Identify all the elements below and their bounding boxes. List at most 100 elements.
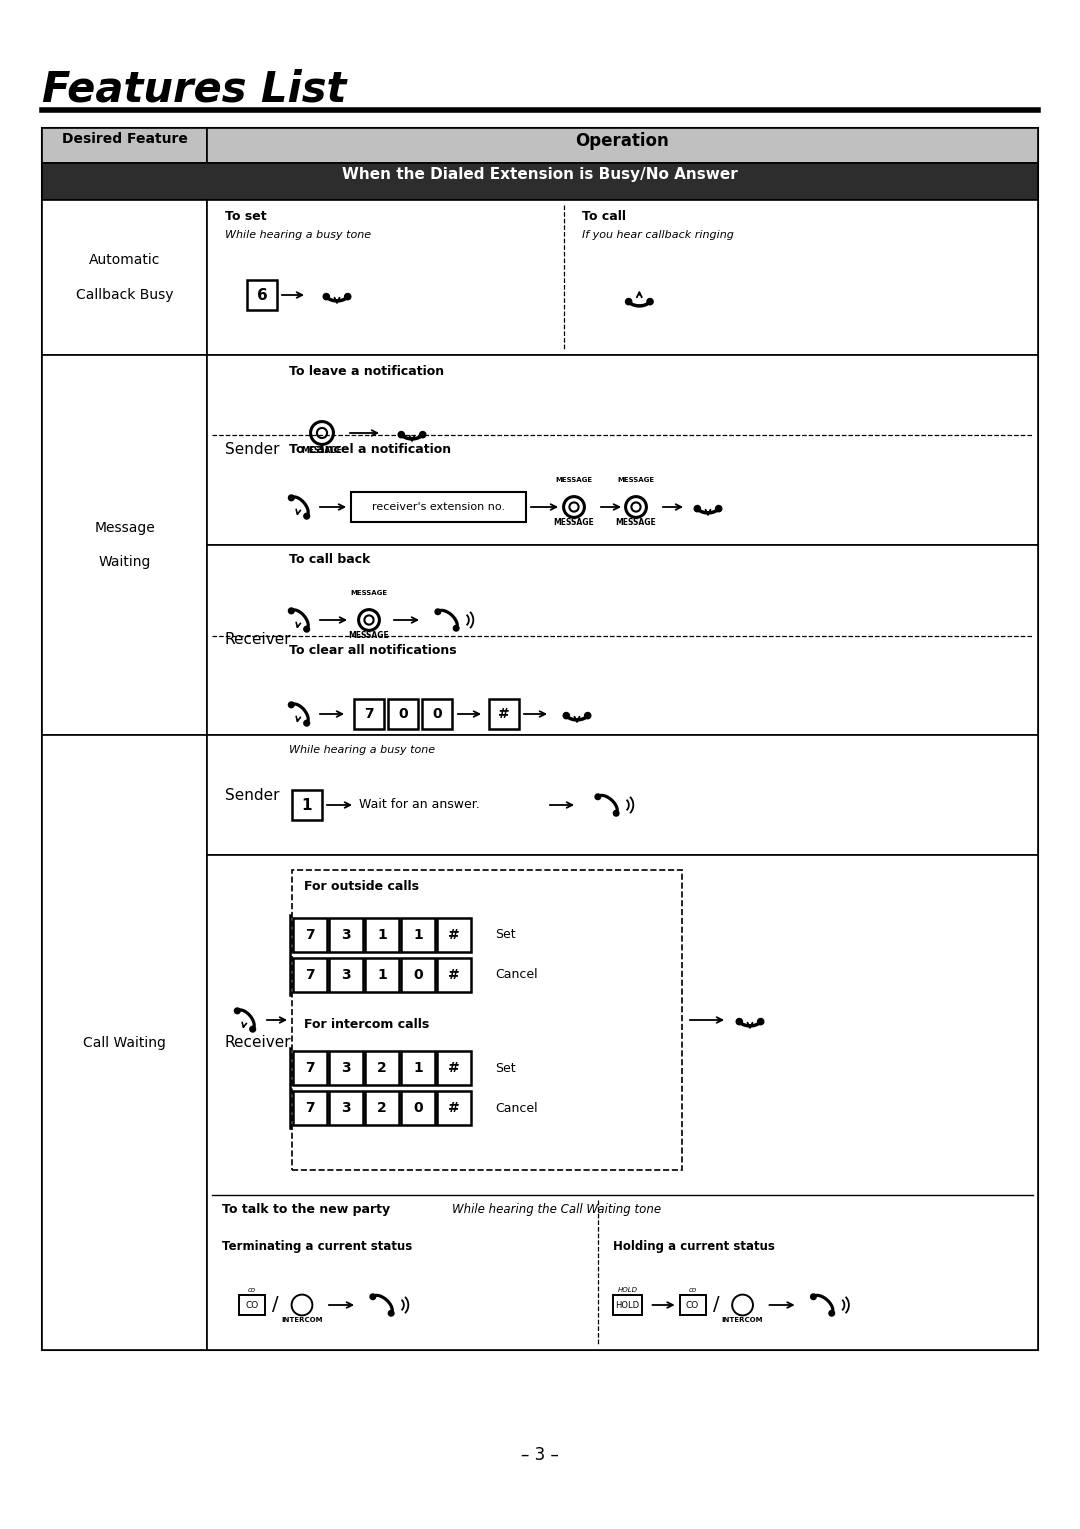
Bar <box>207 200 1038 355</box>
Text: 0: 0 <box>414 968 422 982</box>
Bar <box>239 1295 265 1315</box>
Circle shape <box>345 294 351 300</box>
Text: To call: To call <box>582 209 626 223</box>
Text: If you hear callback ringing: If you hear callback ringing <box>582 229 734 240</box>
Circle shape <box>595 794 600 800</box>
Text: 3: 3 <box>341 968 351 982</box>
Bar <box>293 959 327 992</box>
Text: MESSAGE: MESSAGE <box>555 477 593 483</box>
Text: While hearing the Call Waiting tone: While hearing the Call Waiting tone <box>453 1203 661 1216</box>
Text: co: co <box>248 1287 256 1294</box>
Text: CO: CO <box>245 1301 258 1309</box>
Text: Message: Message <box>94 521 154 535</box>
Text: Features List: Features List <box>42 67 347 110</box>
Circle shape <box>370 1294 376 1300</box>
Text: 3: 3 <box>341 928 351 942</box>
Circle shape <box>757 1018 764 1024</box>
Bar <box>351 492 526 521</box>
Bar <box>329 1050 363 1086</box>
Circle shape <box>234 1008 240 1014</box>
Bar <box>354 699 384 729</box>
Circle shape <box>303 514 310 518</box>
Text: 7: 7 <box>364 706 374 722</box>
Text: To leave a notification: To leave a notification <box>289 365 444 378</box>
Text: 7: 7 <box>306 1101 314 1115</box>
Text: co: co <box>689 1287 697 1294</box>
Text: #: # <box>448 1101 460 1115</box>
Text: 3: 3 <box>341 1061 351 1075</box>
Circle shape <box>625 298 632 304</box>
Bar <box>207 355 1038 544</box>
Text: 7: 7 <box>306 928 314 942</box>
Text: While hearing a busy tone: While hearing a busy tone <box>289 745 435 755</box>
Bar <box>401 1050 435 1086</box>
Text: For intercom calls: For intercom calls <box>303 1018 429 1031</box>
Circle shape <box>292 1295 312 1315</box>
Circle shape <box>419 431 426 437</box>
Text: To clear all notifications: To clear all notifications <box>289 644 457 657</box>
Bar <box>329 1092 363 1125</box>
Bar <box>293 1092 327 1125</box>
Text: Receiver: Receiver <box>225 633 292 647</box>
Bar <box>207 735 1038 855</box>
Text: To call back: To call back <box>289 553 370 566</box>
Text: Waiting: Waiting <box>98 555 151 569</box>
Text: For outside calls: For outside calls <box>303 881 419 893</box>
Bar <box>293 917 327 953</box>
Bar <box>291 1047 474 1128</box>
Text: Receiver: Receiver <box>225 1035 292 1050</box>
Text: Call Waiting: Call Waiting <box>83 1035 166 1049</box>
Text: #: # <box>448 968 460 982</box>
Text: 3: 3 <box>341 1101 351 1115</box>
Text: 7: 7 <box>306 968 314 982</box>
Text: While hearing a busy tone: While hearing a busy tone <box>225 229 372 240</box>
Circle shape <box>454 625 459 631</box>
Text: 1: 1 <box>377 928 387 942</box>
Text: INTERCOM: INTERCOM <box>281 1316 323 1323</box>
Circle shape <box>584 713 591 719</box>
Text: Cancel: Cancel <box>495 968 538 982</box>
Bar <box>365 1050 399 1086</box>
Text: Set: Set <box>495 928 515 942</box>
Bar <box>401 959 435 992</box>
Text: /: / <box>272 1295 279 1315</box>
Text: Holding a current status: Holding a current status <box>612 1240 774 1252</box>
Text: Sender: Sender <box>225 787 280 803</box>
Bar <box>401 917 435 953</box>
Bar <box>437 1092 471 1125</box>
Text: – 3 –: – 3 – <box>521 1446 559 1463</box>
Text: 0: 0 <box>399 706 408 722</box>
Bar <box>293 1050 327 1086</box>
Text: 1: 1 <box>377 968 387 982</box>
Text: To talk to the new party: To talk to the new party <box>222 1203 390 1216</box>
Text: Terminating a current status: Terminating a current status <box>222 1240 413 1252</box>
Text: 0: 0 <box>414 1101 422 1115</box>
Circle shape <box>303 627 310 631</box>
Bar <box>207 855 1038 1350</box>
Text: 6: 6 <box>257 287 268 303</box>
Text: INTERCOM: INTERCOM <box>721 1316 764 1323</box>
Circle shape <box>829 1310 835 1316</box>
Bar <box>613 1295 642 1315</box>
Text: MESSAGE: MESSAGE <box>301 445 342 454</box>
Text: receiver's extension no.: receiver's extension no. <box>372 502 505 512</box>
Bar <box>42 164 1038 200</box>
Bar <box>489 699 519 729</box>
Circle shape <box>288 609 294 613</box>
Circle shape <box>694 506 701 512</box>
Bar <box>679 1295 705 1315</box>
Circle shape <box>647 298 653 304</box>
Circle shape <box>563 713 569 719</box>
Text: 1: 1 <box>414 928 423 942</box>
Bar <box>388 699 418 729</box>
Bar <box>291 914 474 995</box>
Circle shape <box>435 609 441 615</box>
Text: Desired Feature: Desired Feature <box>62 131 188 145</box>
Bar <box>365 917 399 953</box>
Bar <box>437 959 471 992</box>
Bar <box>42 355 207 735</box>
Bar <box>207 544 1038 735</box>
Text: 7: 7 <box>306 1061 314 1075</box>
Circle shape <box>732 1295 753 1315</box>
Circle shape <box>389 1310 394 1316</box>
